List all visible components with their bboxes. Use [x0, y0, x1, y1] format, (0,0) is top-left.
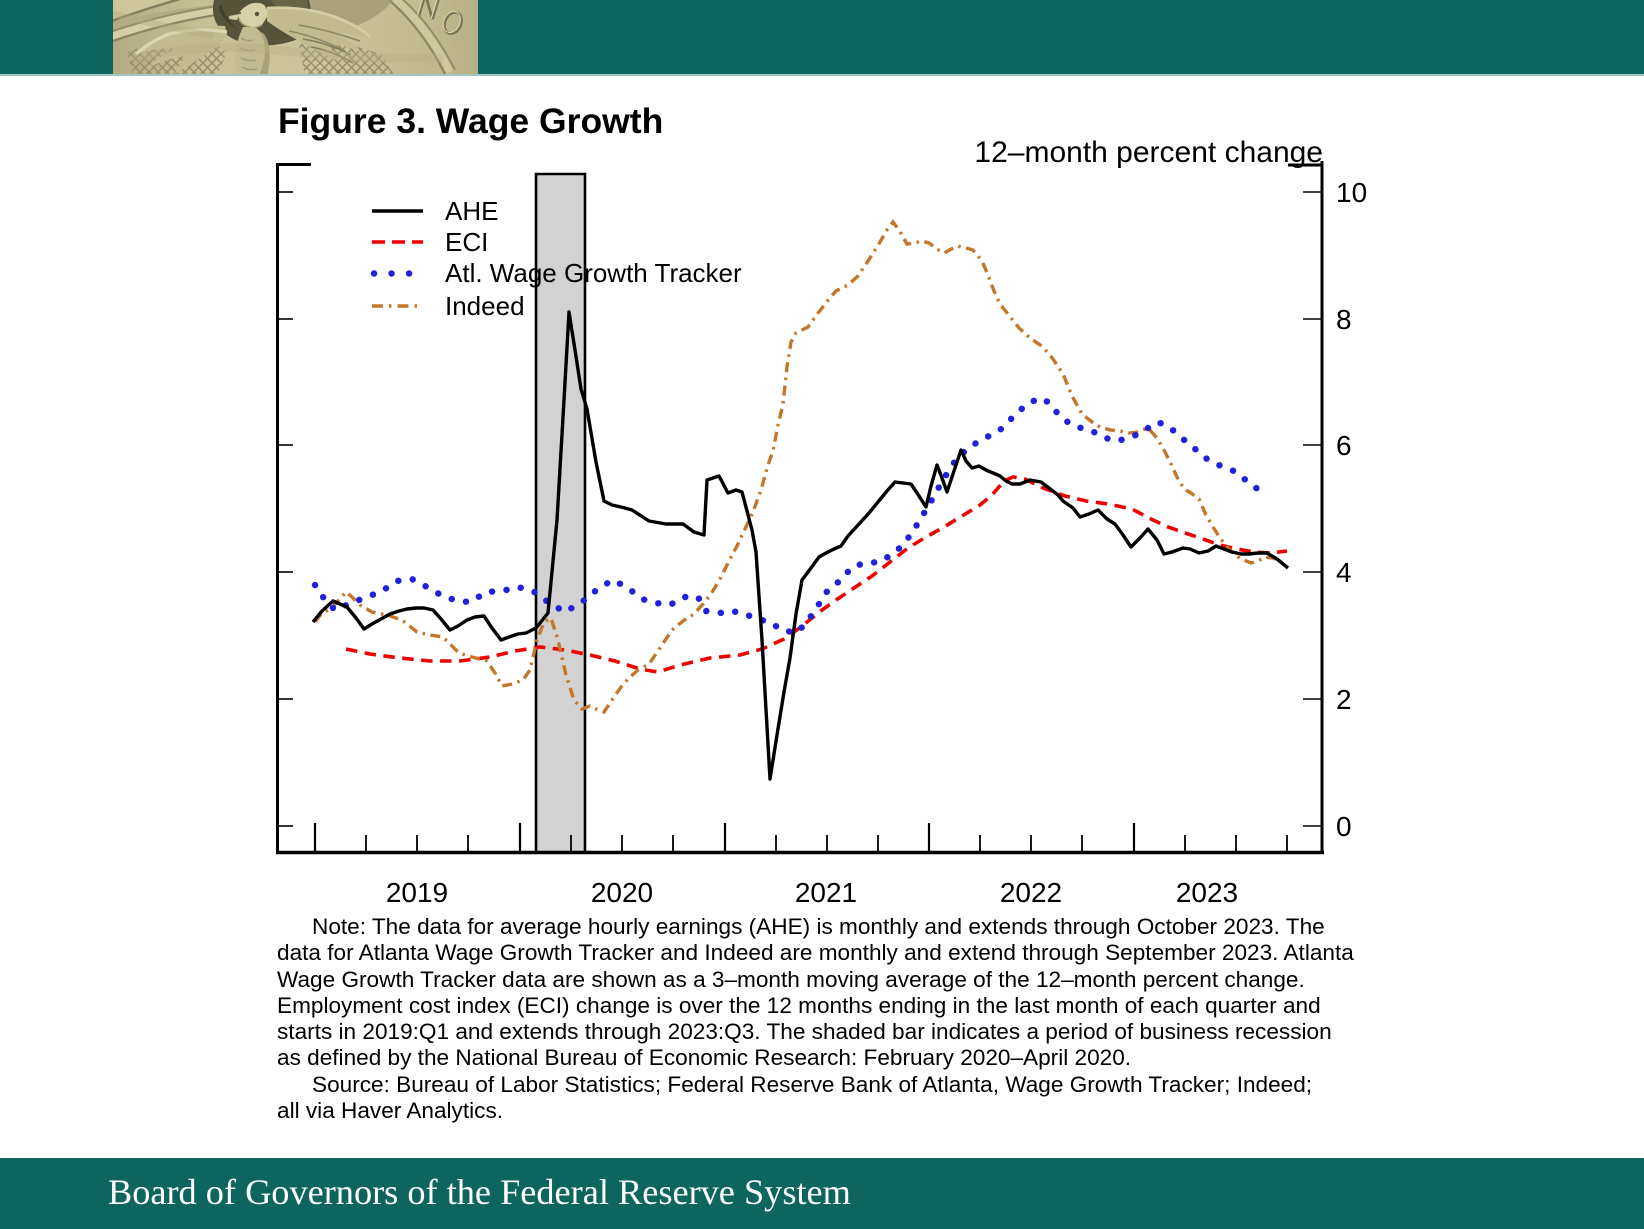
- svg-text:4: 4: [1336, 557, 1352, 588]
- svg-text:10: 10: [1336, 177, 1367, 208]
- svg-text:ECI: ECI: [445, 227, 488, 257]
- svg-text:2020: 2020: [591, 877, 653, 908]
- svg-text:0: 0: [1336, 811, 1352, 842]
- svg-text:2021: 2021: [795, 877, 857, 908]
- svg-text:2019: 2019: [386, 877, 448, 908]
- svg-text:12–month percent change: 12–month percent change: [974, 136, 1323, 169]
- svg-text:8: 8: [1336, 304, 1352, 335]
- svg-text:Indeed: Indeed: [445, 291, 525, 321]
- svg-text:2023: 2023: [1176, 877, 1238, 908]
- svg-text:2: 2: [1336, 684, 1352, 715]
- svg-text:2022: 2022: [1000, 877, 1062, 908]
- svg-text:Atl. Wage Growth Tracker: Atl. Wage Growth Tracker: [445, 258, 742, 288]
- svg-text:AHE: AHE: [445, 196, 498, 226]
- svg-text:6: 6: [1336, 430, 1352, 461]
